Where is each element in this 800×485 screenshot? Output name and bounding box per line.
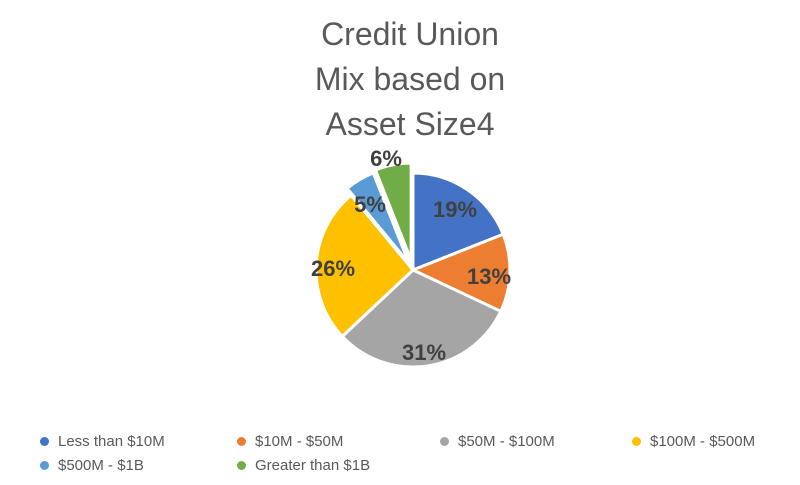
chart-title-line-3: Asset Size4 [325, 106, 495, 142]
data-label-3: 31% [402, 340, 446, 365]
chart-title: Credit Union Mix based on Asset Size4 [250, 12, 570, 147]
legend-marker-icon [237, 437, 246, 446]
pie-slice-6 [373, 161, 413, 261]
data-label-2: 13% [467, 264, 511, 289]
data-label-6: 6% [370, 146, 402, 171]
pie-slice-5 [344, 170, 411, 265]
legend-marker-icon [40, 437, 49, 446]
pie-slice-1 [411, 171, 506, 273]
legend-label: $50M - $100M [458, 433, 555, 450]
legend-item-3: $50M - $100M [440, 433, 555, 450]
legend-marker-icon [237, 461, 246, 470]
legend-marker-icon [440, 437, 449, 446]
legend-item-1: Less than $10M [40, 433, 165, 450]
chart-title-line-1: Credit Union [321, 16, 499, 52]
data-label-4: 26% [311, 256, 355, 281]
pie-slice-3 [340, 268, 503, 369]
legend-marker-icon [632, 437, 641, 446]
legend-item-2: $10M - $50M [237, 433, 343, 450]
legend-item-5: $500M - $1B [40, 457, 144, 474]
legend-label: $100M - $500M [650, 433, 756, 450]
legend-label: $10M - $50M [255, 433, 344, 450]
pie-chart: 19% 13% 31% 26% 5% 6% [311, 146, 512, 369]
pie-slice-4 [314, 193, 416, 339]
legend-marker-icon [40, 461, 49, 470]
legend-label: $500M - $1B [58, 457, 144, 474]
data-label-1: 19% [433, 197, 477, 222]
legend-item-6: Greater than $1B [237, 457, 370, 474]
legend-item-4: $100M - $500M [632, 433, 755, 450]
chart-title-line-2: Mix based on [314, 61, 506, 97]
legend-label: Less than $10M [58, 433, 165, 450]
data-label-5: 5% [354, 192, 386, 217]
pie-slice-2 [409, 232, 512, 314]
legend-label: Greater than $1B [255, 457, 371, 474]
